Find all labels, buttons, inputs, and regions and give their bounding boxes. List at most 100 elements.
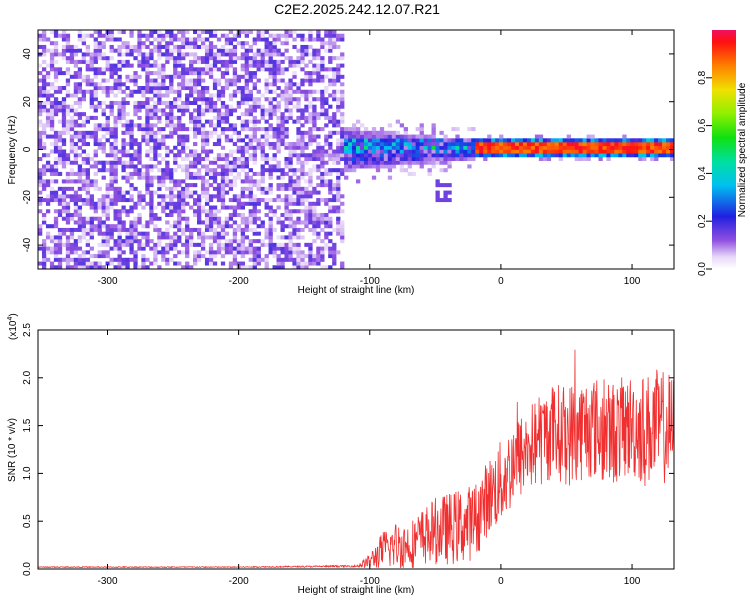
spectrogram-cell xyxy=(240,168,245,173)
spectrogram-cell xyxy=(276,37,281,42)
spectrogram-cell xyxy=(165,246,170,251)
spectrogram-cell xyxy=(149,89,154,94)
y-multiplier-label: (x104) xyxy=(7,313,19,340)
spectrogram-cell xyxy=(594,153,599,158)
spectrogram-cell xyxy=(236,205,242,210)
spectrogram-cell xyxy=(113,67,118,72)
spectrogram-cell xyxy=(220,100,226,105)
spectrogram-cell xyxy=(97,41,102,46)
spectrogram-cell xyxy=(352,138,357,143)
spectrogram-cell xyxy=(375,168,381,173)
spectrogram-cell xyxy=(169,242,174,247)
spectrogram-cell xyxy=(296,265,301,269)
spectrogram-cell xyxy=(208,216,214,221)
spectrogram-cell xyxy=(256,138,261,143)
spectrogram-cell xyxy=(304,216,309,221)
spectrogram-cell xyxy=(411,171,416,176)
spectrogram-cell xyxy=(153,254,158,259)
spectrogram-cell xyxy=(296,261,301,266)
spectrogram-cell xyxy=(89,231,94,236)
spectrogram-cell xyxy=(312,67,317,72)
spectrogram-cell xyxy=(292,97,297,102)
spectrogram-cell xyxy=(177,205,182,210)
spectrogram-cell xyxy=(113,175,118,180)
spectrogram-cell xyxy=(212,63,218,68)
spectrogram-cell xyxy=(101,145,106,150)
spectrogram-cell xyxy=(145,71,150,76)
spectrogram-cell xyxy=(260,186,265,191)
spectrogram-cell xyxy=(320,198,325,203)
y-multiplier-close: ) xyxy=(8,313,19,316)
spectrogram-cell xyxy=(356,145,361,150)
spectrogram-cell xyxy=(193,130,198,135)
spectrogram-cell xyxy=(189,149,194,154)
spectrogram-cell xyxy=(77,153,83,158)
spectrogram-cell xyxy=(41,130,47,135)
spectrogram-cell xyxy=(121,227,126,232)
spectrogram-cell xyxy=(161,168,166,173)
spectrogram-cell xyxy=(224,78,230,83)
spectrogram-cell xyxy=(113,153,118,158)
spectrogram-cell xyxy=(137,171,142,176)
spectrogram-cell xyxy=(105,59,110,64)
spectrogram-cell xyxy=(312,149,317,154)
spectrogram-cell xyxy=(344,160,349,165)
spectrogram-cell xyxy=(590,145,595,150)
spectrogram-cell xyxy=(248,265,253,269)
spectrogram-cell xyxy=(93,164,98,169)
spectrogram-cell xyxy=(89,104,94,109)
spectrogram-cell xyxy=(542,138,548,143)
spectrogram-cell xyxy=(137,198,142,203)
spectrogram-cell xyxy=(594,149,599,154)
spectrogram-cell xyxy=(296,242,301,247)
spectrogram-cell xyxy=(141,254,146,259)
spectrogram-cell xyxy=(574,145,579,150)
spectrogram-cell xyxy=(38,112,43,117)
spectrogram-cell xyxy=(256,119,261,124)
spectrogram-cell xyxy=(212,171,218,176)
spectrogram-cell xyxy=(41,242,47,247)
spectrogram-cell xyxy=(336,183,341,188)
spectrogram-cell xyxy=(61,130,67,135)
spectrogram-cell xyxy=(212,205,218,210)
spectrogram-cell xyxy=(53,156,59,161)
spectrogram-cell xyxy=(204,37,210,42)
spectrogram-cell xyxy=(81,257,87,262)
spectrogram-cell xyxy=(292,74,297,79)
spectrogram-cell xyxy=(117,82,122,87)
spectrogram-cell xyxy=(332,33,337,38)
spectrogram-cell xyxy=(272,104,277,109)
spectrogram-cell xyxy=(113,78,118,83)
spectrogram-cell xyxy=(61,201,67,206)
spectrogram-cell xyxy=(260,142,265,147)
spectrogram-cell xyxy=(181,145,186,150)
spectrogram-cell xyxy=(379,149,385,154)
spectrogram-cell xyxy=(49,235,55,240)
spectrogram-cell xyxy=(129,224,134,229)
spectrogram-cell xyxy=(73,227,79,232)
spectrogram-cell xyxy=(503,138,508,143)
spectrogram-cell xyxy=(200,242,206,247)
spectrogram-cell xyxy=(332,130,337,135)
spectrogram-cell xyxy=(300,209,305,214)
spectrogram-cell xyxy=(363,134,369,139)
spectrogram-cell xyxy=(332,89,337,94)
spectrogram-cell xyxy=(129,156,134,161)
spectrogram-cell xyxy=(224,156,230,161)
spectrogram-cell xyxy=(121,145,126,150)
spectrogram-cell xyxy=(81,41,87,46)
spectrogram-cell xyxy=(336,97,341,102)
spectrogram-cell xyxy=(284,48,289,53)
x-tick-label: -300 xyxy=(97,276,117,287)
spectrogram-cell xyxy=(197,231,202,236)
spectrogram-cell xyxy=(284,242,289,247)
spectrogram-cell xyxy=(252,231,257,236)
spectrogram-cell xyxy=(161,175,166,180)
spectrogram-cell xyxy=(407,134,412,139)
spectrogram-cell xyxy=(224,205,230,210)
spectrogram-cell xyxy=(252,63,257,68)
spectrogram-cell xyxy=(324,74,329,79)
spectrogram-cell xyxy=(340,63,345,68)
spectrogram-cell xyxy=(391,130,397,135)
spectrogram-cell xyxy=(288,201,293,206)
